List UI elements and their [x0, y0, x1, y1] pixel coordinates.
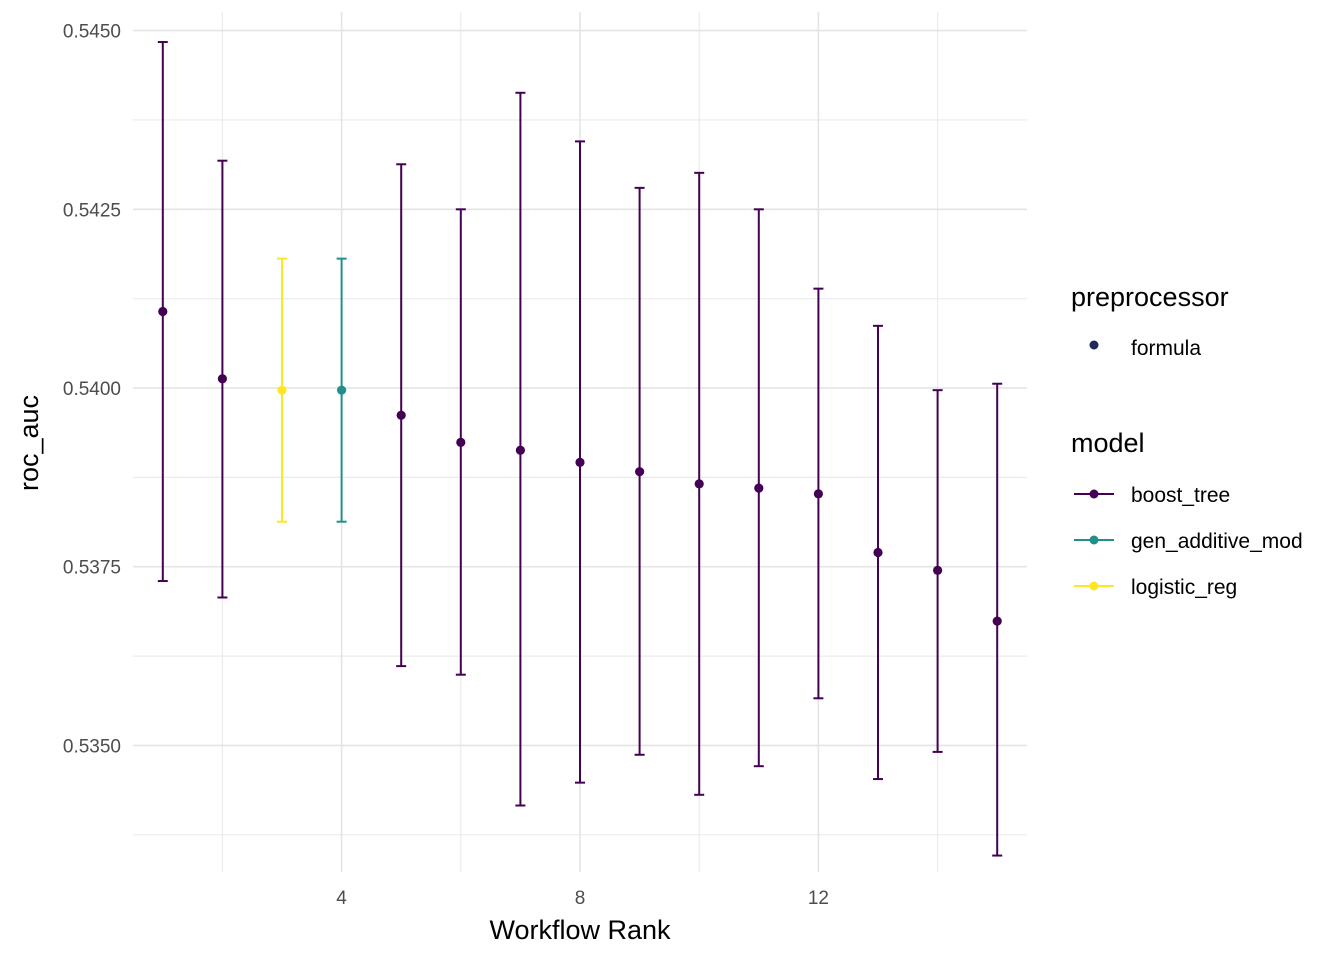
data-point: [694, 479, 704, 489]
data-point: [277, 385, 287, 395]
data-point: [813, 489, 824, 499]
legend-title-model: model: [1071, 428, 1145, 458]
y-tick-label: 0.5425: [63, 200, 121, 221]
x-tick-label: 4: [336, 888, 347, 909]
data-point: [873, 547, 883, 558]
data-point: [456, 437, 466, 447]
x-tick-label: 8: [575, 888, 586, 909]
data-point: [992, 616, 1002, 626]
y-tick-label: 0.5375: [63, 558, 121, 579]
data-points: [158, 306, 1002, 626]
legend-key-boost-tree: [1074, 489, 1114, 499]
legend-label-boost-tree: boost_tree: [1131, 484, 1230, 507]
data-point: [933, 565, 943, 575]
legend-label-gen-additive-mod: gen_additive_mod: [1131, 530, 1303, 553]
legend-preprocessor: preprocessor formula: [1071, 282, 1229, 360]
data-point: [575, 457, 585, 467]
legend-key-formula: [1089, 340, 1099, 350]
data-point: [217, 374, 227, 384]
data-point: [396, 410, 406, 420]
legend-key-gen-additive-mod: [1074, 535, 1114, 545]
data-point: [158, 306, 168, 317]
y-tick-label: 0.5400: [63, 379, 121, 400]
data-point: [754, 483, 764, 493]
data-point: [635, 467, 645, 477]
legend-title-preprocessor: preprocessor: [1071, 282, 1229, 312]
data-point: [515, 445, 526, 455]
data-point: [337, 385, 347, 395]
y-tick-label: 0.5350: [63, 736, 121, 757]
x-axis-title: Workflow Rank: [489, 915, 671, 945]
legend-key-dot: [1089, 489, 1099, 499]
y-axis-tick-labels: 0.5350 0.5375 0.5400 0.5425 0.5450: [63, 22, 121, 758]
legend-key-logistic-reg: [1074, 581, 1114, 591]
x-tick-label: 12: [808, 888, 829, 909]
legend-label-logistic-reg: logistic_reg: [1131, 576, 1237, 599]
legend-key-dot: [1089, 581, 1099, 591]
error-bars: [157, 41, 1003, 857]
legend-key-dot: [1089, 535, 1099, 545]
y-tick-label: 0.5450: [63, 22, 121, 43]
x-axis-tick-labels: 4 8 12: [336, 888, 829, 909]
y-axis-title: roc_auc: [14, 395, 44, 491]
legend-label-formula: formula: [1131, 337, 1201, 360]
legend-model: model boost_tree gen_additive_mod logist…: [1071, 428, 1303, 599]
